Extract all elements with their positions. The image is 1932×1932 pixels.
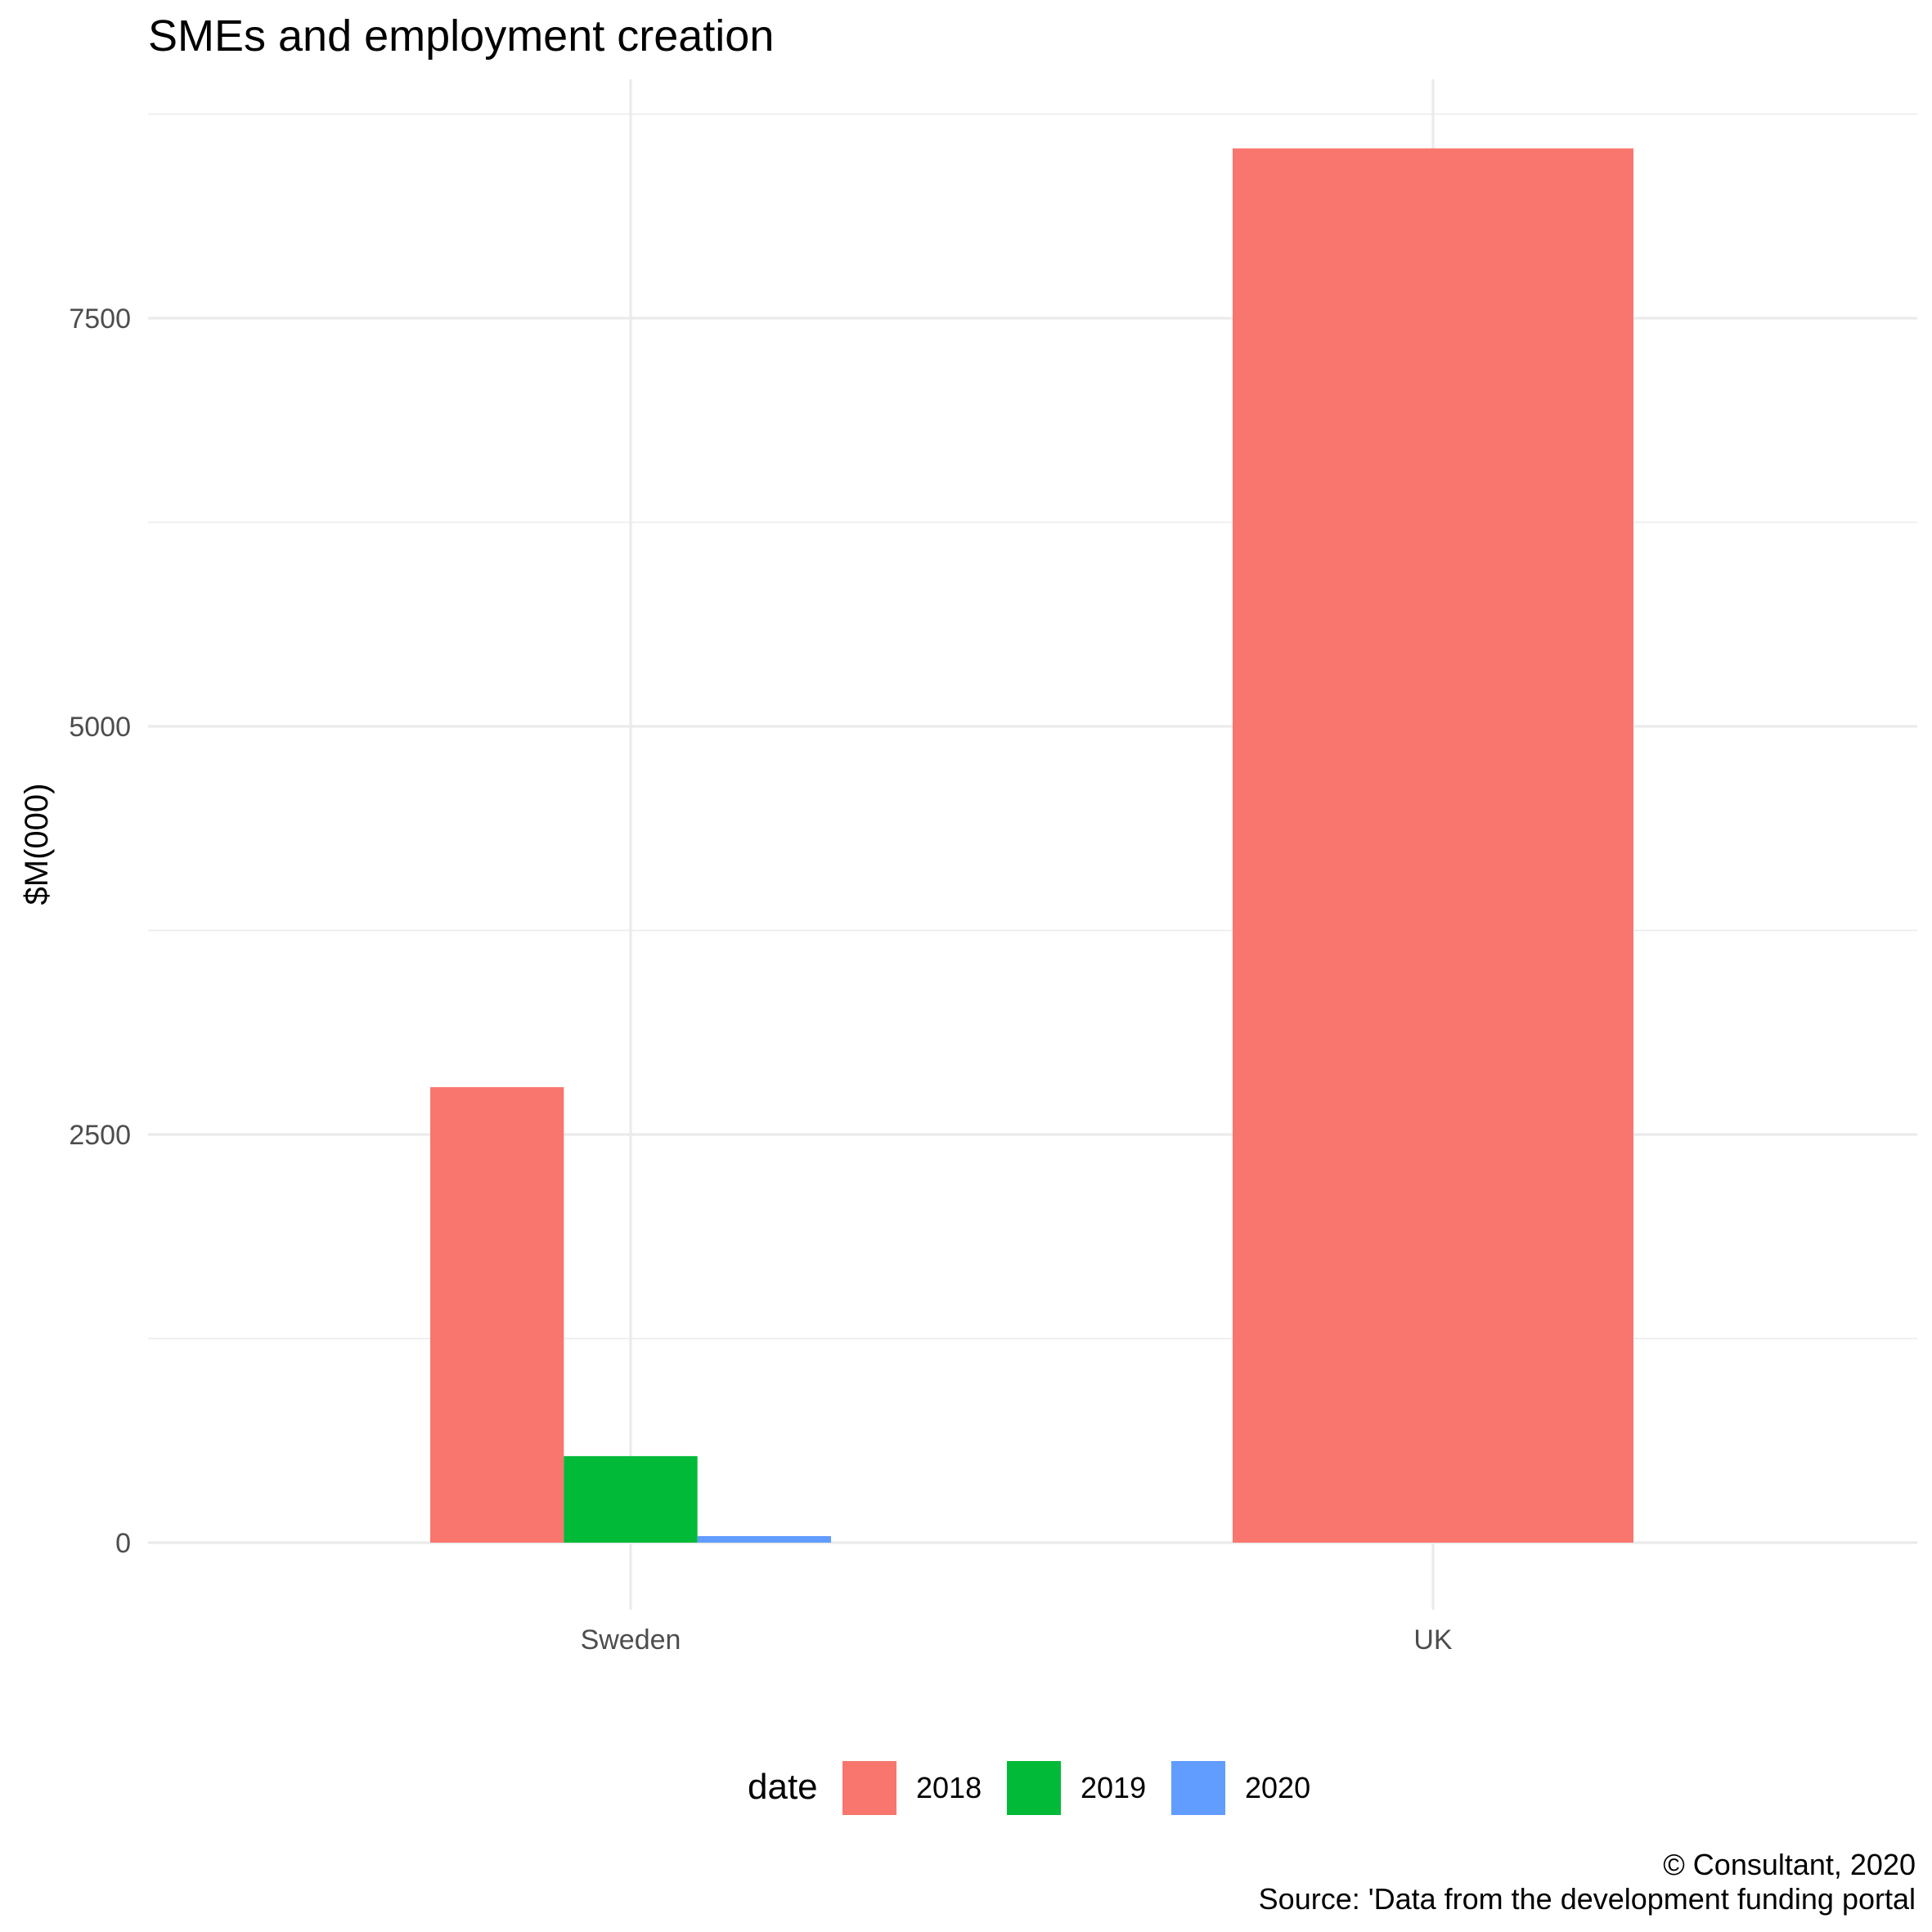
bar-uk-2018 bbox=[1233, 148, 1633, 1543]
legend-label-2019: 2019 bbox=[1081, 1771, 1146, 1804]
y-tick-label: 5000 bbox=[69, 712, 131, 743]
legend-key-2018 bbox=[842, 1761, 896, 1815]
y-axis-title: $M(000) bbox=[19, 784, 55, 905]
y-tick-label: 2500 bbox=[69, 1120, 131, 1151]
bar-sweden-2018 bbox=[430, 1087, 564, 1543]
legend-key-2019 bbox=[1007, 1761, 1061, 1815]
caption-line: Source: 'Data from the development fundi… bbox=[1259, 1882, 1916, 1916]
grid-lines bbox=[148, 79, 1917, 1610]
x-tick-label: UK bbox=[1413, 1624, 1453, 1656]
caption-line: © Consultant, 2020 bbox=[1663, 1848, 1916, 1881]
y-axis-ticks: 0 2500 5000 7500 bbox=[69, 303, 131, 1559]
bars bbox=[430, 148, 1633, 1543]
x-tick-label: Sweden bbox=[581, 1624, 681, 1656]
legend-key-2020 bbox=[1171, 1761, 1225, 1815]
y-tick-label: 7500 bbox=[69, 303, 131, 335]
bar-sweden-2019 bbox=[564, 1456, 698, 1543]
y-tick-label: 0 bbox=[115, 1528, 131, 1559]
legend-label-2020: 2020 bbox=[1245, 1771, 1310, 1804]
x-axis-ticks: Sweden UK bbox=[581, 1624, 1453, 1656]
bar-sweden-2020 bbox=[697, 1536, 831, 1543]
legend: date 2018 2019 2020 bbox=[748, 1761, 1310, 1815]
legend-label-2018: 2018 bbox=[916, 1771, 982, 1804]
chart-title: SMEs and employment creation bbox=[148, 11, 774, 61]
legend-title: date bbox=[748, 1767, 818, 1807]
